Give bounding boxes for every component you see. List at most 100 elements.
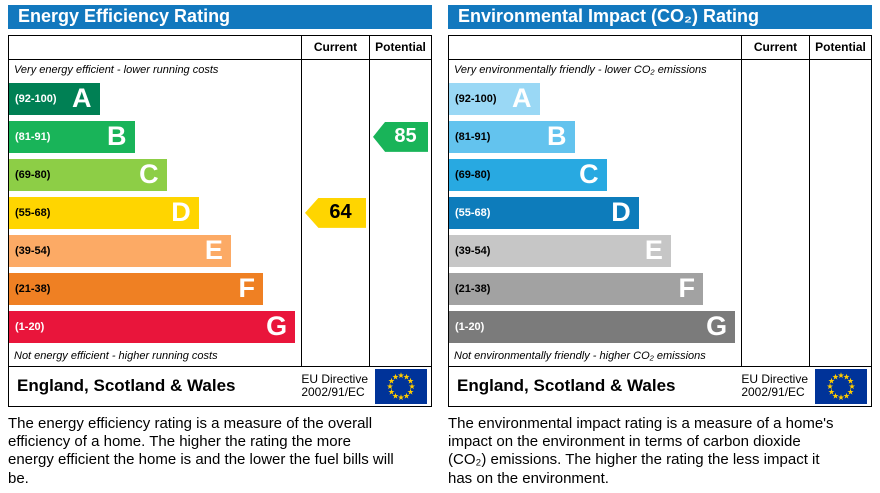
- band-bar-e: (39-54) E: [9, 234, 231, 267]
- energy-panel-title: Energy Efficiency Rating: [8, 5, 432, 29]
- potential-rating-arrow: 85: [373, 121, 428, 152]
- current-rating-arrow: 64: [305, 197, 366, 228]
- potential-rating-column: [809, 59, 871, 366]
- column-header-row: Current Potential: [9, 35, 431, 60]
- band-range: (92-100): [455, 92, 497, 105]
- eu-directive-line2: 2002/91/EC: [741, 385, 805, 400]
- band-row-c: (69-80) C: [449, 156, 741, 194]
- table-footer: England, Scotland & Wales EU Directive 2…: [449, 365, 871, 406]
- band-range: (21-38): [15, 282, 51, 295]
- band-letter: G: [266, 311, 288, 342]
- band-letter: E: [204, 235, 223, 266]
- band-range: (55-68): [15, 206, 51, 219]
- band-row-f: (21-38) F: [449, 270, 741, 308]
- band-letter: G: [706, 311, 728, 342]
- current-rating-value: 64: [329, 201, 352, 224]
- band-row-a: (92-100) A: [9, 80, 301, 118]
- eu-flag-icon: [375, 368, 427, 404]
- band-row-f: (21-38) F: [9, 270, 301, 308]
- energy-rating-table: Current Potential Very energy efficient …: [8, 34, 432, 407]
- bottom-note: Not environmentally friendly - higher CO…: [454, 349, 706, 362]
- band-row-e: (39-54) E: [449, 232, 741, 270]
- rating-body: Very energy efficient - lower running co…: [9, 59, 431, 366]
- band-row-b: (81-91) B: [449, 118, 741, 156]
- band-letter: E: [644, 235, 663, 266]
- band-column-header: [449, 36, 741, 59]
- rating-body: Very environmentally friendly - lower CO…: [449, 59, 871, 366]
- rating-bands: (92-100) A (81-91) B (69-80) C (55-68) D (39-54)…: [9, 80, 301, 346]
- band-letter: A: [512, 83, 532, 114]
- column-header-row: Current Potential: [449, 35, 871, 60]
- band-row-c: (69-80) C: [9, 156, 301, 194]
- environmental-panel-title: Environmental Impact (CO₂) Rating: [448, 5, 872, 29]
- band-range: (69-80): [455, 168, 491, 181]
- energy-efficiency-panel: Energy Efficiency Rating Current Potenti…: [8, 5, 432, 488]
- environmental-impact-panel: Environmental Impact (CO₂) Rating Curren…: [448, 5, 872, 488]
- top-note: Very energy efficient - lower running co…: [14, 63, 219, 76]
- current-rating-column: 64: [301, 59, 369, 366]
- band-bar-a: (92-100) A: [449, 82, 540, 115]
- top-note: Very environmentally friendly - lower CO…: [454, 63, 707, 76]
- current-column-header: Current: [741, 35, 809, 59]
- potential-rating-value: 85: [394, 125, 417, 148]
- band-row-d: (55-68) D: [9, 194, 301, 232]
- band-range: (92-100): [15, 92, 57, 105]
- band-letter: F: [238, 273, 256, 304]
- potential-column-header: Potential: [809, 35, 871, 59]
- eu-directive-label: EU Directive 2002/91/EC: [301, 371, 368, 401]
- band-letter: C: [579, 159, 599, 190]
- band-bar-e: (39-54) E: [449, 234, 671, 267]
- eu-flag-icon: [815, 368, 867, 404]
- region-label: England, Scotland & Wales: [457, 376, 676, 396]
- band-letter: B: [547, 121, 567, 152]
- band-bar-d: (55-68) D: [449, 196, 639, 229]
- eu-directive-line1: EU Directive: [741, 371, 808, 386]
- region-label: England, Scotland & Wales: [17, 376, 236, 396]
- band-range: (39-54): [455, 244, 491, 257]
- band-bar-d: (55-68) D: [9, 196, 199, 229]
- rating-bands: (92-100) A (81-91) B (69-80) C (55-68) D (39-54)…: [449, 80, 741, 346]
- band-range: (55-68): [455, 206, 491, 219]
- band-range: (39-54): [15, 244, 51, 257]
- band-letter: D: [611, 197, 631, 228]
- band-row-a: (92-100) A: [449, 80, 741, 118]
- band-bar-c: (69-80) C: [449, 158, 607, 191]
- band-row-g: (1-20) G: [449, 308, 741, 346]
- potential-rating-column: 85: [369, 59, 431, 366]
- environmental-rating-table: Current Potential Very environmentally f…: [448, 34, 872, 407]
- eu-directive-label: EU Directive 2002/91/EC: [741, 371, 808, 401]
- band-bar-g: (1-20) G: [9, 310, 296, 343]
- band-column-header: [9, 36, 301, 59]
- band-bar-b: (81-91) B: [449, 120, 575, 153]
- band-letter: D: [171, 197, 191, 228]
- band-letter: B: [107, 121, 127, 152]
- band-bar-b: (81-91) B: [9, 120, 135, 153]
- table-footer: England, Scotland & Wales EU Directive 2…: [9, 365, 431, 406]
- band-bar-g: (1-20) G: [449, 310, 736, 343]
- band-row-g: (1-20) G: [9, 308, 301, 346]
- bottom-note: Not energy efficient - higher running co…: [14, 349, 218, 362]
- band-letter: C: [139, 159, 159, 190]
- current-column-header: Current: [301, 35, 369, 59]
- band-bar-f: (21-38) F: [9, 272, 264, 305]
- band-letter: A: [72, 83, 92, 114]
- environmental-rating-description: The environmental impact rating is a mea…: [448, 414, 834, 487]
- band-range: (21-38): [455, 282, 491, 295]
- potential-column-header: Potential: [369, 35, 431, 59]
- band-area: Very environmentally friendly - lower CO…: [449, 60, 741, 366]
- band-bar-a: (92-100) A: [9, 82, 100, 115]
- band-row-e: (39-54) E: [9, 232, 301, 270]
- eu-directive-line2: 2002/91/EC: [301, 385, 365, 400]
- band-row-d: (55-68) D: [449, 194, 741, 232]
- band-bar-c: (69-80) C: [9, 158, 167, 191]
- eu-directive-line1: EU Directive: [301, 371, 368, 386]
- band-bar-f: (21-38) F: [449, 272, 704, 305]
- band-row-b: (81-91) B: [9, 118, 301, 156]
- band-area: Very energy efficient - lower running co…: [9, 60, 301, 366]
- band-range: (1-20): [455, 320, 485, 333]
- band-range: (69-80): [15, 168, 51, 181]
- energy-rating-description: The energy efficiency rating is a measur…: [8, 414, 394, 487]
- band-range: (81-91): [15, 130, 51, 143]
- band-range: (1-20): [15, 320, 45, 333]
